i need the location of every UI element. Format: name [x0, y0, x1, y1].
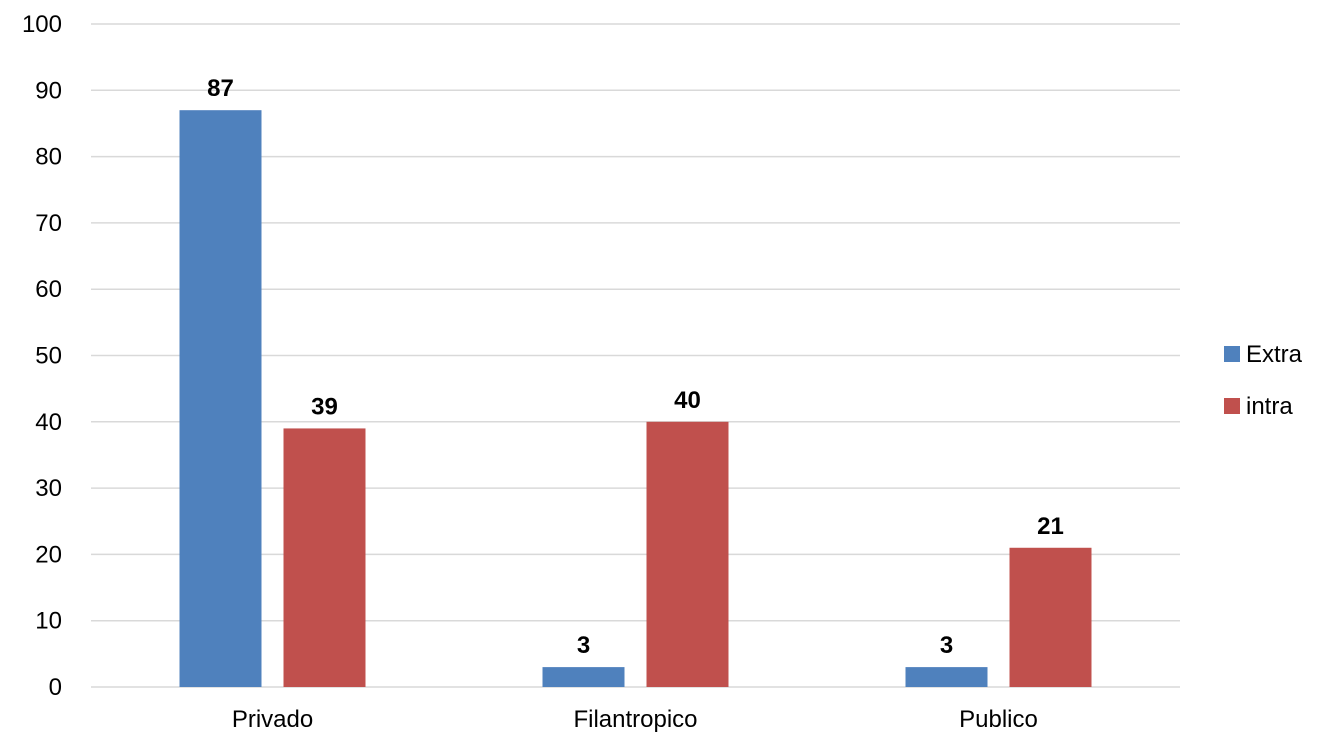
x-axis-tick-labels: Privado Filantropico Publico [232, 706, 1038, 733]
bars [179, 110, 1092, 687]
data-label-extra-publico: 3 [940, 632, 953, 659]
data-labels: 87 39 3 40 3 21 [207, 75, 1064, 659]
bar-extra-publico [905, 667, 988, 687]
bar-extra-filantropico [542, 667, 625, 687]
data-label-intra-publico: 21 [1037, 513, 1064, 540]
x-tick-label-publico: Publico [959, 706, 1038, 733]
legend: Extra intra [1224, 341, 1303, 420]
data-label-extra-privado: 87 [207, 75, 234, 102]
y-tick-label: 70 [35, 210, 62, 237]
legend-label-extra: Extra [1246, 341, 1303, 368]
legend-swatch-extra [1224, 346, 1240, 362]
bar-intra-publico [1009, 547, 1092, 687]
y-tick-label: 80 [35, 144, 62, 171]
x-tick-label-privado: Privado [232, 706, 313, 733]
y-tick-label: 60 [35, 276, 62, 303]
bar-intra-filantropico [646, 421, 729, 687]
y-tick-label: 50 [35, 343, 62, 370]
y-tick-label: 20 [35, 541, 62, 568]
bar-intra-privado [283, 428, 366, 687]
data-label-intra-filantropico: 40 [674, 387, 701, 414]
legend-label-intra: intra [1246, 393, 1293, 420]
data-label-extra-filantropico: 3 [577, 632, 590, 659]
y-tick-label: 100 [22, 11, 62, 38]
y-axis-tick-labels: 0 10 20 30 40 50 60 70 80 90 100 [22, 11, 62, 701]
data-label-intra-privado: 39 [311, 393, 338, 420]
y-tick-label: 90 [35, 77, 62, 104]
y-tick-label: 40 [35, 409, 62, 436]
legend-swatch-intra [1224, 398, 1240, 414]
y-tick-label: 30 [35, 475, 62, 502]
y-tick-label: 10 [35, 608, 62, 635]
gridlines [91, 23, 1180, 688]
y-tick-label: 0 [49, 674, 62, 701]
bar-extra-privado [179, 110, 262, 687]
x-tick-label-filantropico: Filantropico [573, 706, 697, 733]
